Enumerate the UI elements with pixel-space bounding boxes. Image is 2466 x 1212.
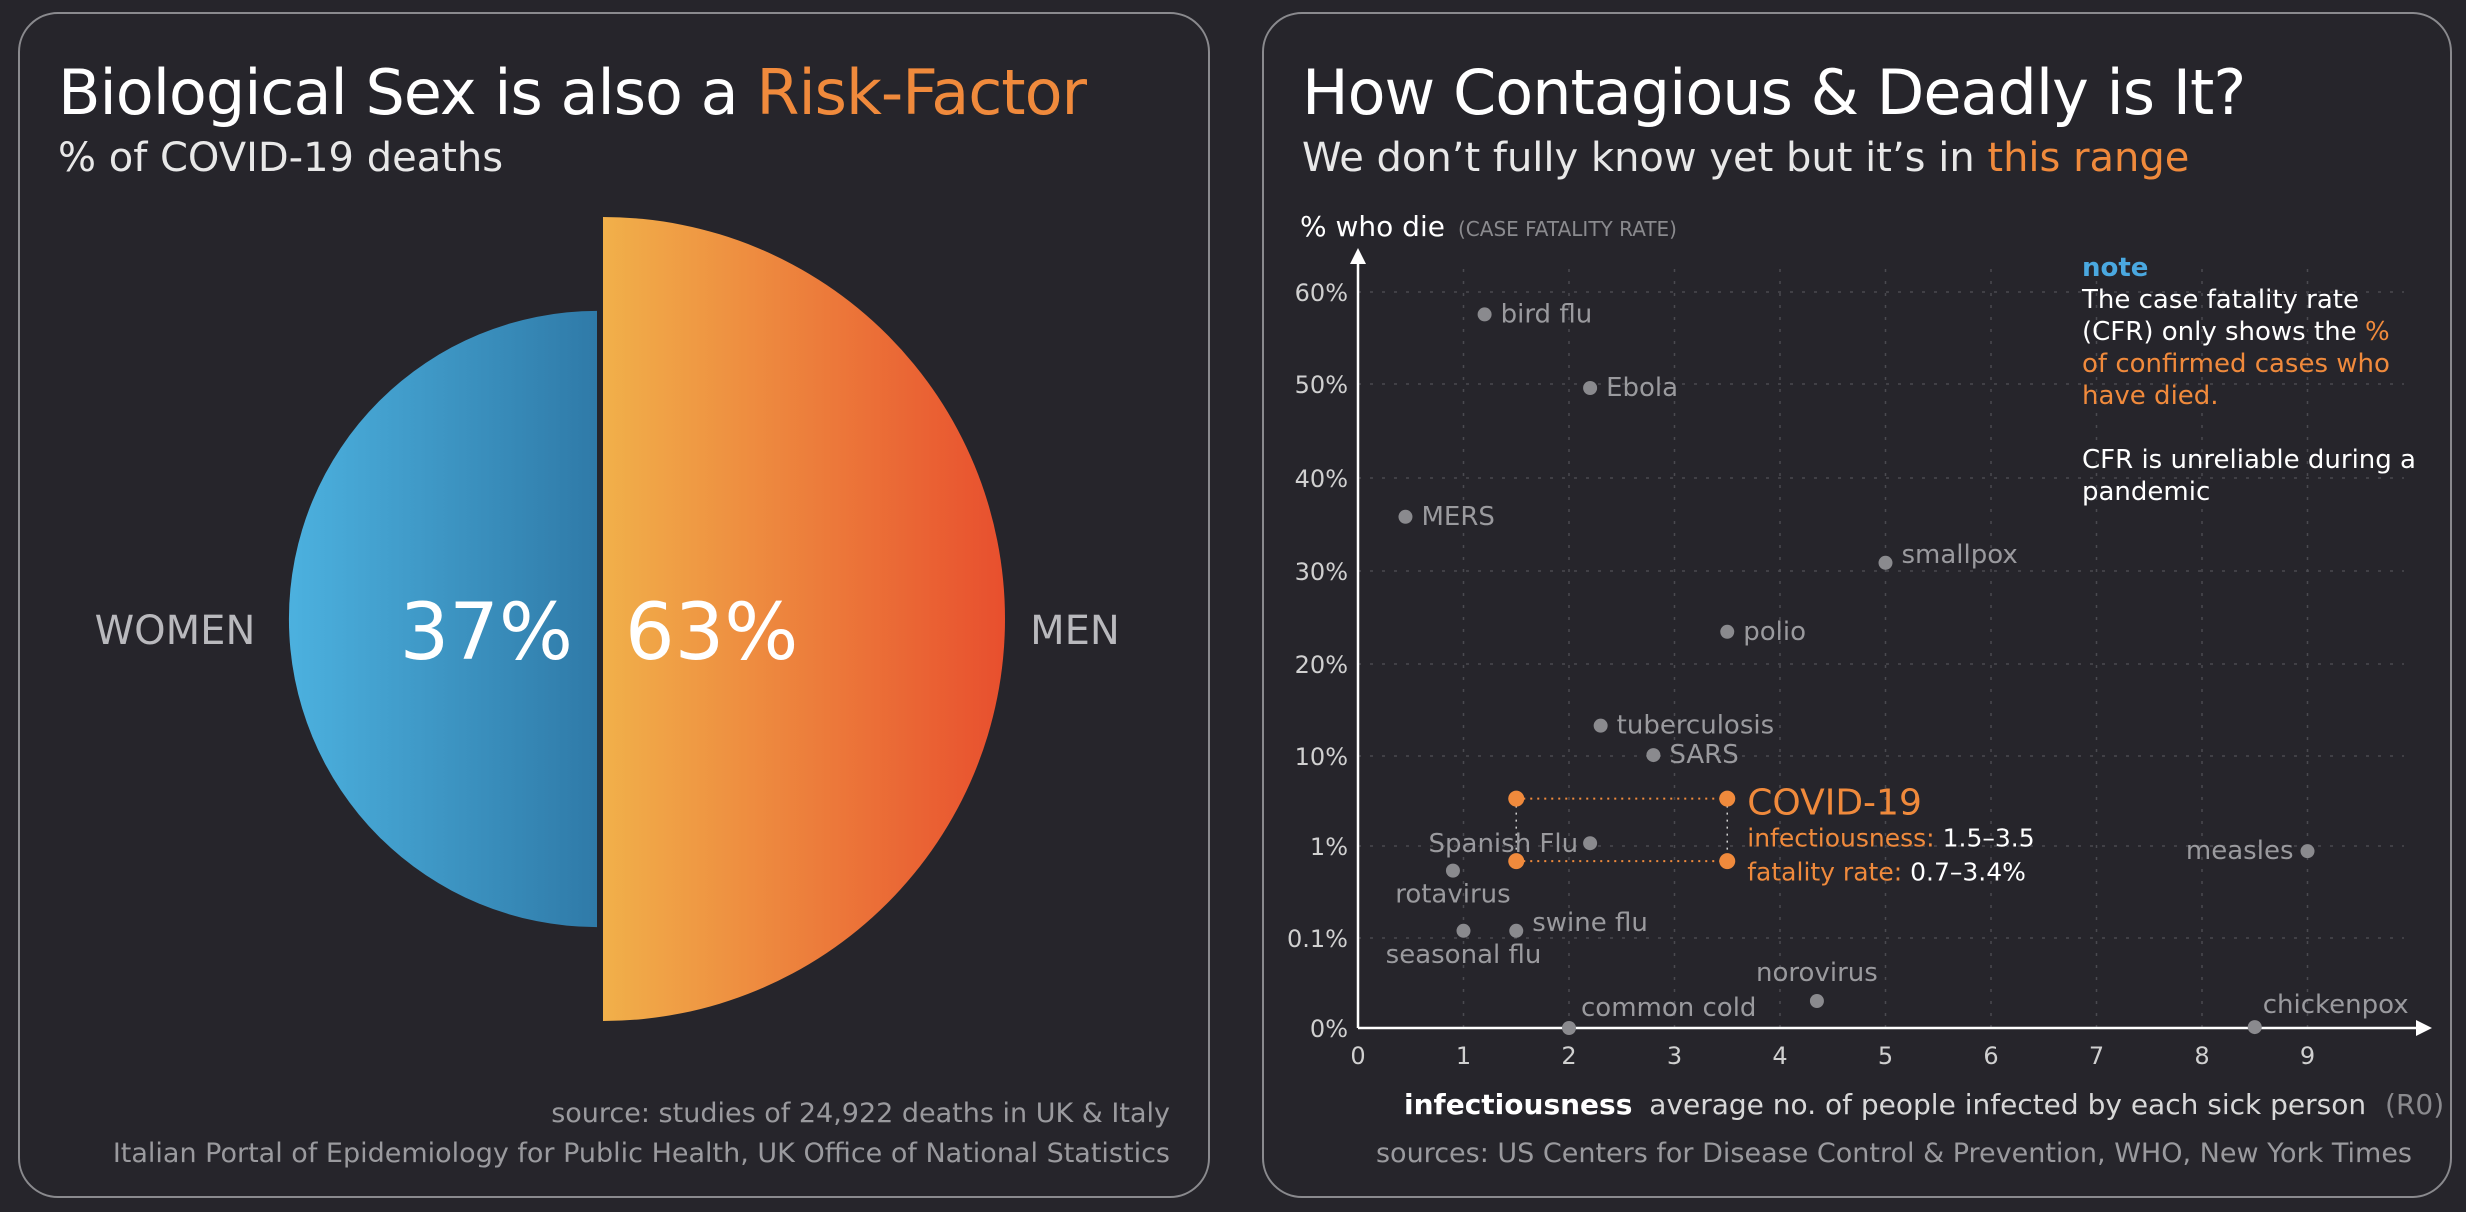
contagion-scatter-chart: % who die (CASE FATALITY RATE) 0% 0.1% 1% 1… bbox=[1287, 210, 2444, 1121]
point-tuberculosis bbox=[1593, 718, 1608, 733]
right-subtitle-accent: this range bbox=[1987, 135, 2190, 181]
point-label-rotavirus: rotavirus bbox=[1395, 880, 1510, 910]
y-tick-label: 60% bbox=[1295, 279, 1348, 307]
pie-slice-women bbox=[288, 310, 597, 928]
y-tick-label: 1% bbox=[1310, 833, 1348, 861]
pie-value-women: 37% bbox=[400, 588, 573, 678]
left-source-1: source: studies of 24,922 deaths in UK &… bbox=[551, 1098, 1170, 1129]
point-label-measles: measles bbox=[2186, 836, 2294, 866]
point-rotavirus bbox=[1445, 863, 1460, 878]
point-label-mers: MERS bbox=[1421, 502, 1494, 532]
right-subtitle-main: We don’t fully know yet but it’s in bbox=[1302, 135, 1988, 181]
right-subtitle: We don’t fully know yet but it’s in this… bbox=[1302, 138, 2189, 178]
point-label-seasonal-flu: seasonal flu bbox=[1386, 940, 1542, 970]
point-seasonal-flu bbox=[1456, 923, 1471, 938]
covid-fatality-label: fatality rate: bbox=[1747, 858, 1902, 887]
right-source: sources: US Centers for Disease Control … bbox=[1375, 1138, 2412, 1169]
note-text: The case fatality rate (CFR) only shows … bbox=[2082, 284, 2422, 412]
point-label-tuberculosis: tuberculosis bbox=[1617, 711, 1775, 741]
point-label-swine-flu: swine flu bbox=[1532, 908, 1648, 938]
note-line-1: The case fatality rate (CFR) only shows … bbox=[2082, 285, 2365, 347]
x-tick-label: 5 bbox=[1878, 1042, 1893, 1070]
covid-range-corner bbox=[1719, 790, 1736, 807]
point-swine-flu bbox=[1509, 923, 1524, 938]
x-tick-label: 1 bbox=[1456, 1042, 1471, 1070]
x-tick-label: 8 bbox=[2194, 1042, 2209, 1070]
covid-range-corner bbox=[1508, 790, 1525, 807]
point-norovirus bbox=[1809, 994, 1824, 1008]
x-axis-title-suffix: (R0) bbox=[2385, 1088, 2444, 1121]
note-box: note The case fatality rate (CFR) only s… bbox=[2082, 252, 2422, 508]
pie-value-men: 63% bbox=[625, 588, 798, 678]
point-label-ebola: Ebola bbox=[1606, 373, 1678, 403]
left-title: Biological Sex is also a Risk-Factor bbox=[58, 62, 1087, 124]
y-axis-title: % who die bbox=[1300, 210, 1445, 243]
point-measles bbox=[2300, 844, 2315, 859]
points: bird flu Ebola MERS smallpox polio tuberculos… bbox=[1386, 299, 2409, 1035]
point-common-cold bbox=[1562, 1021, 1576, 1035]
point-label-common-cold: common cold bbox=[1581, 993, 1756, 1023]
x-tick-label: 4 bbox=[1772, 1042, 1787, 1070]
note-heading: note bbox=[2082, 253, 2149, 283]
left-title-accent: Risk-Factor bbox=[756, 56, 1087, 129]
x-axis-title-bold: infectiousness bbox=[1404, 1088, 1632, 1121]
covid-label: COVID-19 bbox=[1747, 783, 1922, 824]
y-axis-note: (CASE FATALITY RATE) bbox=[1458, 217, 1677, 241]
point-label-norovirus: norovirus bbox=[1756, 958, 1878, 988]
x-axis-title-rest: average no. of people infected by each s… bbox=[1649, 1088, 2366, 1121]
covid-range-corner bbox=[1508, 853, 1525, 870]
point-bird-flu bbox=[1477, 307, 1492, 322]
y-tick-label: 50% bbox=[1295, 371, 1348, 399]
y-tick-label: 0% bbox=[1310, 1015, 1348, 1043]
y-tick-label: 20% bbox=[1295, 651, 1348, 679]
covid-range-corner bbox=[1719, 853, 1736, 870]
x-tick-label: 7 bbox=[2089, 1042, 2104, 1070]
point-smallpox bbox=[1878, 555, 1893, 570]
right-title: How Contagious & Deadly is It? bbox=[1302, 56, 2246, 129]
point-sars bbox=[1646, 748, 1661, 763]
covid-infectiousness-label: infectiousness: bbox=[1747, 824, 1934, 853]
x-tick-label: 0 bbox=[1350, 1042, 1365, 1070]
point-label-polio: polio bbox=[1743, 617, 1806, 647]
sex-pie-chart: WOMEN MEN 37% 63% bbox=[95, 217, 1120, 1021]
covid-fatality: fatality rate: 0.7–3.4% bbox=[1747, 858, 2026, 887]
covid-fatality-value: 0.7–3.4% bbox=[1910, 858, 2026, 887]
left-subtitle: % of COVID-19 deaths bbox=[58, 135, 504, 181]
pie-label-women: WOMEN bbox=[95, 608, 256, 654]
point-chickenpox bbox=[2247, 1020, 2262, 1035]
note-accent: % of confirmed cases who have died. bbox=[2082, 317, 2390, 411]
left-source-2: Italian Portal of Epidemiology for Publi… bbox=[112, 1138, 1170, 1169]
point-spanish-flu bbox=[1583, 836, 1598, 851]
point-label-bird-flu: bird flu bbox=[1501, 299, 1593, 329]
point-label-smallpox: smallpox bbox=[1902, 540, 2018, 570]
x-tick-label: 2 bbox=[1561, 1042, 1576, 1070]
axes: 0% 0.1% 1% 10% 20% 30% 40% 50% 60% 0 1 2 3 4 5 6 7 8 9 bbox=[1287, 248, 2432, 1070]
point-ebola bbox=[1583, 381, 1598, 395]
x-axis-arrow bbox=[2416, 1020, 2432, 1036]
left-title-main: Biological Sex is also a bbox=[58, 56, 757, 129]
right-panel: How Contagious & Deadly is It? We don’t … bbox=[1262, 12, 2452, 1198]
point-polio bbox=[1720, 624, 1735, 639]
covid-infectiousness: infectiousness: 1.5–3.5 bbox=[1747, 824, 2034, 853]
pie-slice-men bbox=[603, 217, 1005, 1021]
point-label-chickenpox: chickenpox bbox=[2263, 990, 2409, 1020]
y-tick-label: 30% bbox=[1295, 558, 1348, 586]
point-label-sars: SARS bbox=[1669, 740, 1738, 770]
point-label-spanish-flu: Spanish Flu bbox=[1429, 829, 1579, 859]
x-tick-label: 9 bbox=[2300, 1042, 2315, 1070]
covid-infectiousness-value: 1.5–3.5 bbox=[1943, 824, 2035, 853]
y-tick-label: 40% bbox=[1295, 465, 1348, 493]
y-tick-label: 10% bbox=[1295, 743, 1348, 771]
pie-label-men: MEN bbox=[1030, 608, 1120, 654]
point-mers bbox=[1398, 509, 1413, 524]
x-tick-label: 6 bbox=[1983, 1042, 1998, 1070]
note-text-2: CFR is unreliable during a pandemic bbox=[2082, 445, 2416, 507]
x-tick-label: 3 bbox=[1667, 1042, 1682, 1070]
y-axis-arrow bbox=[1350, 248, 1366, 264]
x-axis-title: infectiousness average no. of people inf… bbox=[1404, 1088, 2444, 1121]
left-panel: Biological Sex is also a Risk-Factor % o… bbox=[18, 12, 1210, 1198]
y-tick-label: 0.1% bbox=[1287, 925, 1348, 953]
